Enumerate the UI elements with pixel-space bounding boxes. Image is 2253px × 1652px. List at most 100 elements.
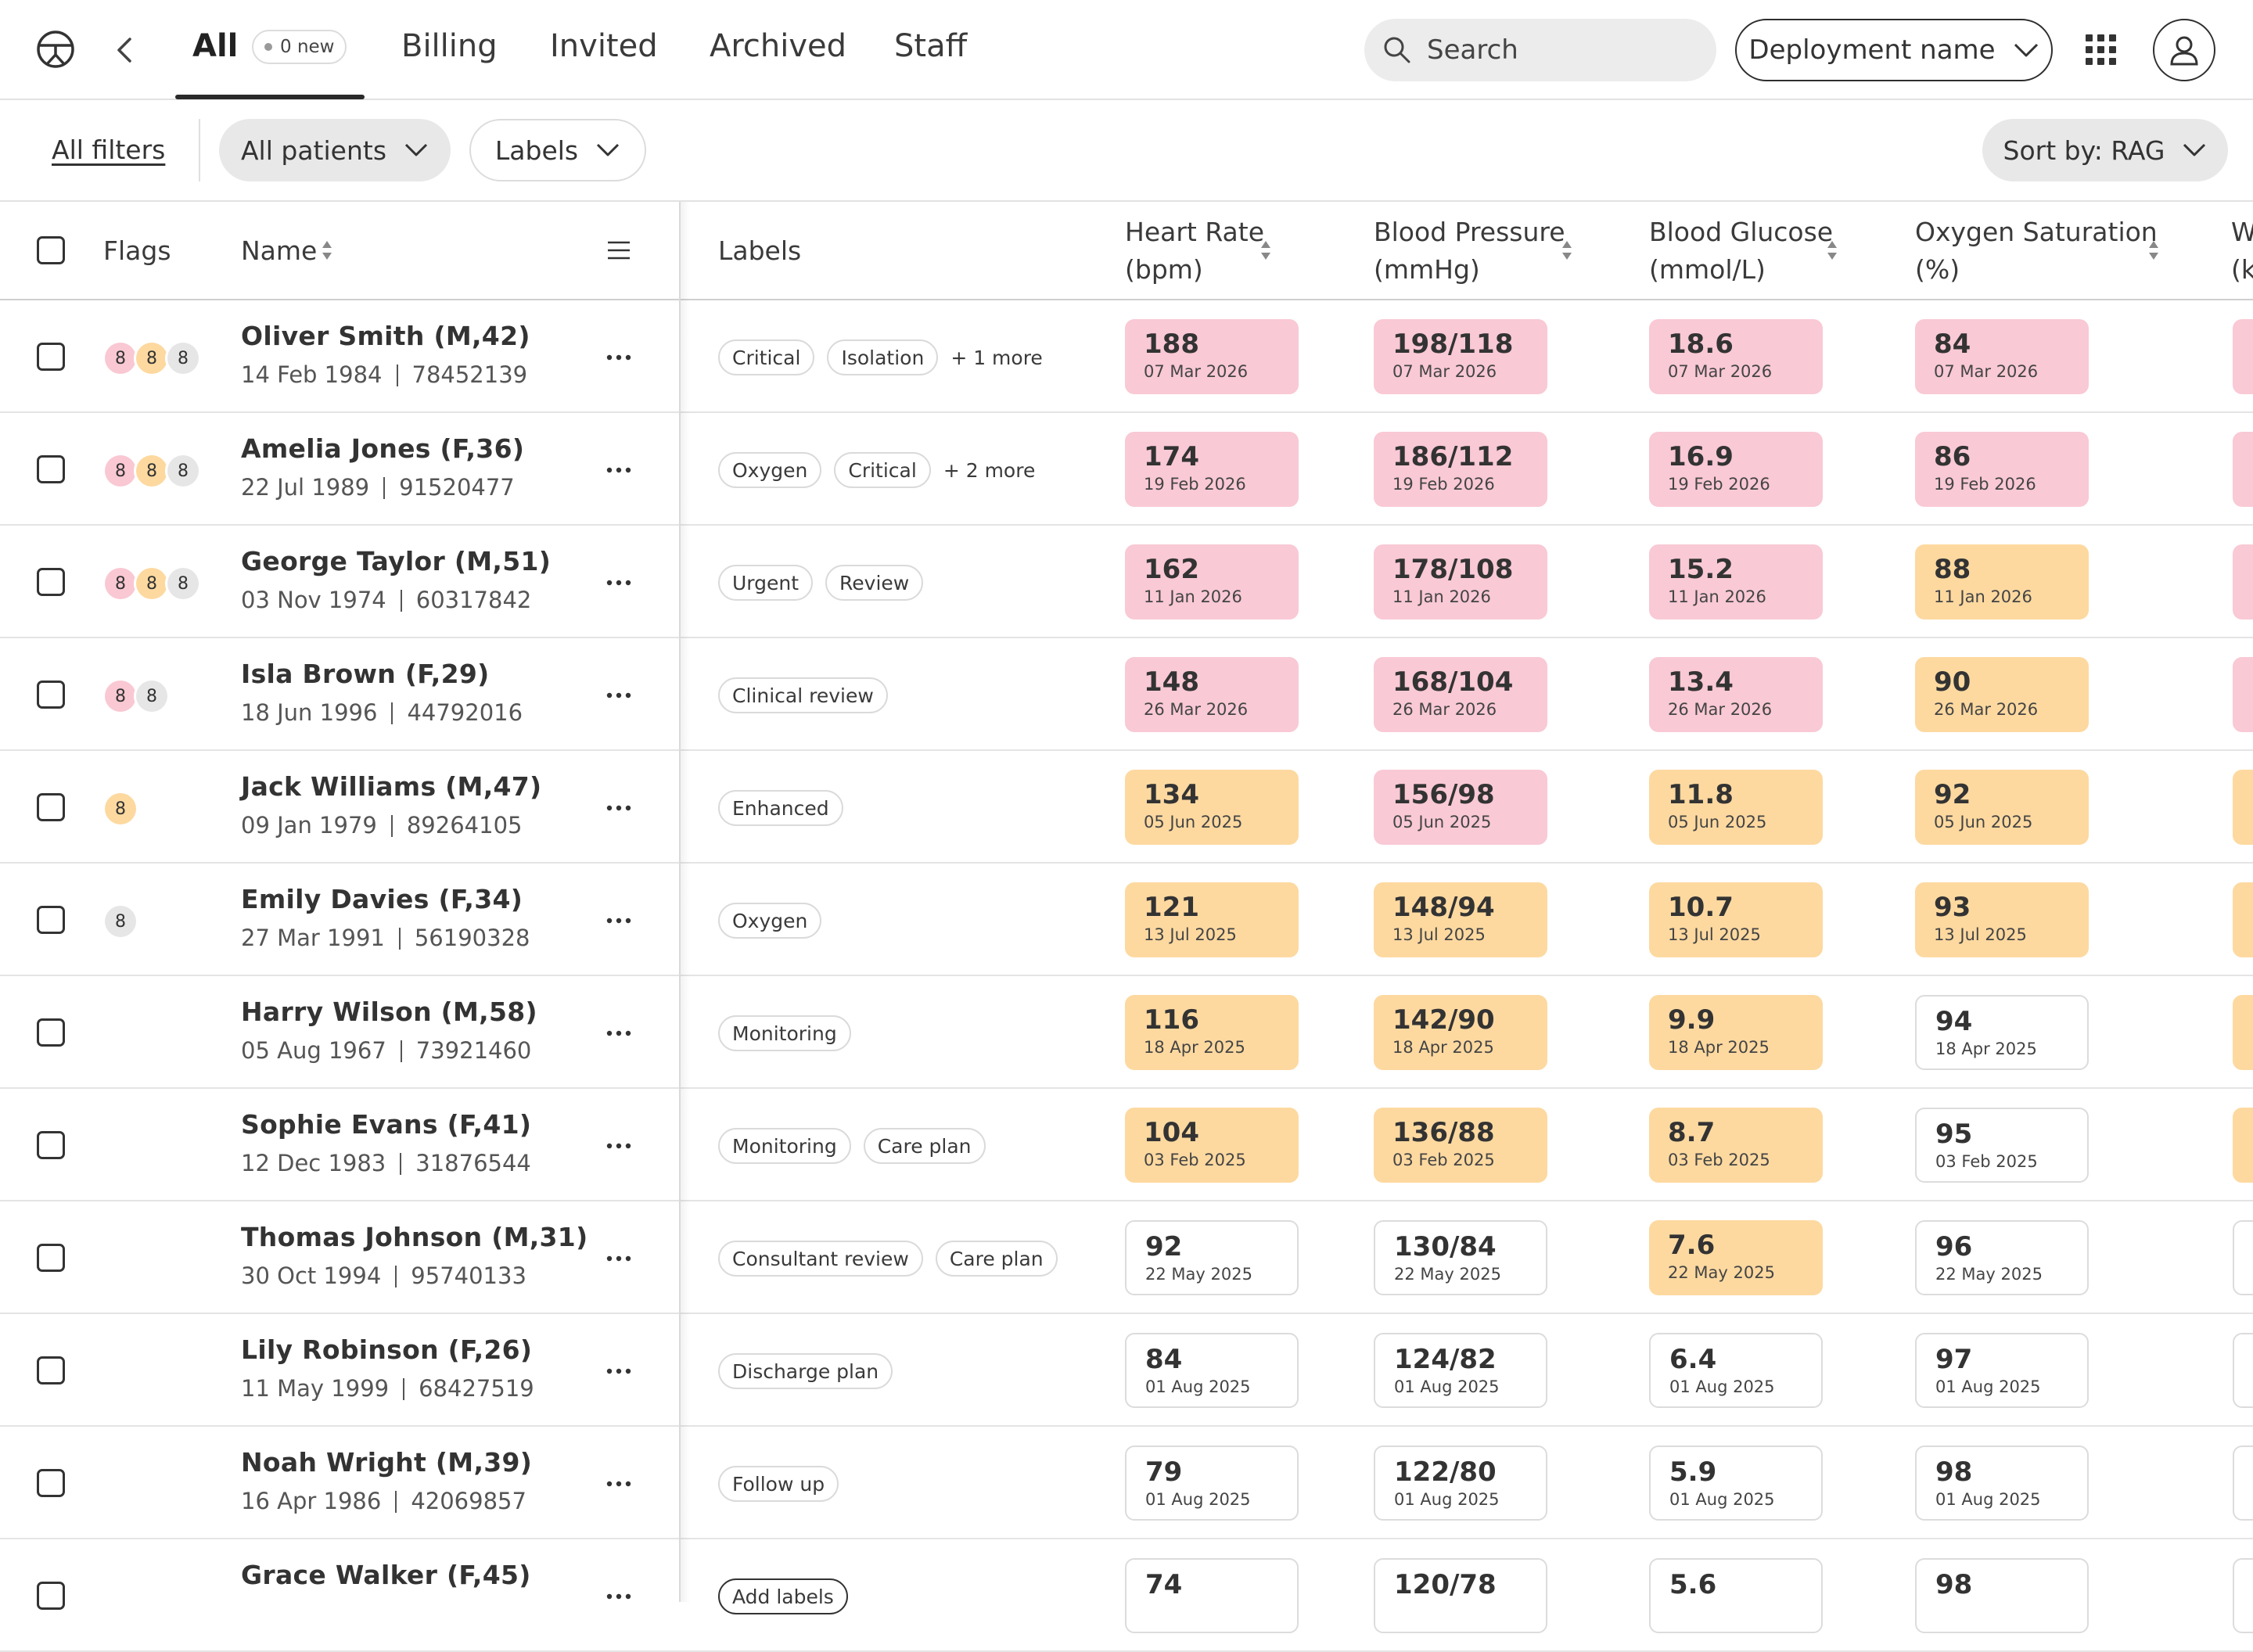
heart-rate-reading[interactable]: 134 05 Jun 2025 bbox=[1125, 770, 1299, 845]
row-select-checkbox[interactable] bbox=[37, 1131, 65, 1159]
row-more-options-icon[interactable] bbox=[605, 1472, 632, 1496]
blood-pressure-reading[interactable]: 120/78 bbox=[1374, 1558, 1547, 1633]
blood-pressure-column-header[interactable]: Blood Pressure (mmHg) bbox=[1374, 214, 1565, 289]
blood-pressure-reading[interactable]: 130/84 22 May 2025 bbox=[1374, 1220, 1547, 1295]
heart-rate-reading[interactable]: 79 01 Aug 2025 bbox=[1125, 1446, 1299, 1521]
oxygen-saturation-reading[interactable]: 96 22 May 2025 bbox=[1915, 1220, 2089, 1295]
sort-icon[interactable] bbox=[2148, 239, 2159, 261]
row-more-options-icon[interactable] bbox=[605, 1022, 632, 1045]
row-more-options-icon[interactable] bbox=[605, 909, 632, 932]
heart-rate-reading[interactable]: 74 bbox=[1125, 1558, 1299, 1633]
table-row[interactable]: Noah Wright (M,39) 16 Apr 1986 42069857 Fol… bbox=[0, 1427, 2253, 1539]
heart-rate-reading[interactable]: 84 01 Aug 2025 bbox=[1125, 1333, 1299, 1408]
row-select-checkbox[interactable] bbox=[37, 1244, 65, 1272]
weight-reading-partial[interactable] bbox=[2233, 995, 2253, 1070]
sort-icon[interactable] bbox=[322, 239, 332, 261]
flag-badge[interactable]: 8 bbox=[136, 343, 167, 374]
weight-reading-partial[interactable] bbox=[2233, 882, 2253, 957]
oxygen-saturation-reading[interactable]: 90 26 Mar 2026 bbox=[1915, 657, 2089, 732]
heart-rate-reading[interactable]: 121 13 Jul 2025 bbox=[1125, 882, 1299, 957]
table-row[interactable]: 8 8 8 Amelia Jones (F,36) 22 Jul 1989 9152047… bbox=[0, 413, 2253, 526]
oxygen-saturation-reading[interactable]: 95 03 Feb 2025 bbox=[1915, 1108, 2089, 1183]
weight-reading-partial[interactable] bbox=[2233, 1108, 2253, 1183]
oxygen-saturation-reading[interactable]: 97 01 Aug 2025 bbox=[1915, 1333, 2089, 1408]
patient-name[interactable]: Sophie Evans (F,41) bbox=[241, 1109, 532, 1140]
blood-pressure-reading[interactable]: 136/88 03 Feb 2025 bbox=[1374, 1108, 1547, 1183]
app-logo-icon[interactable] bbox=[36, 30, 75, 69]
patient-name[interactable]: George Taylor (M,51) bbox=[241, 546, 552, 576]
blood-pressure-reading[interactable]: 198/118 07 Mar 2026 bbox=[1374, 319, 1547, 394]
flag-badge[interactable]: 8 bbox=[167, 455, 199, 487]
weight-column-header-partial[interactable]: W (k bbox=[2231, 214, 2253, 289]
blood-glucose-column-header[interactable]: Blood Glucose (mmol/L) bbox=[1649, 214, 1833, 289]
add-labels-button[interactable]: Add labels bbox=[718, 1578, 848, 1614]
table-row[interactable]: 8 8 8 Oliver Smith (M,42) 14 Feb 1984 7845213… bbox=[0, 300, 2253, 413]
patient-name[interactable]: Emily Davies (F,34) bbox=[241, 884, 523, 914]
table-row[interactable]: Lily Robinson (F,26) 11 May 1999 68427519 D… bbox=[0, 1314, 2253, 1427]
row-more-options-icon[interactable] bbox=[605, 1247, 632, 1270]
flag-badge[interactable]: 8 bbox=[105, 343, 136, 374]
row-more-options-icon[interactable] bbox=[605, 571, 632, 594]
weight-reading-partial[interactable] bbox=[2233, 770, 2253, 845]
flag-badge[interactable]: 8 bbox=[136, 568, 167, 599]
blood-glucose-reading[interactable]: 10.7 13 Jul 2025 bbox=[1649, 882, 1823, 957]
oxygen-saturation-reading[interactable]: 84 07 Mar 2026 bbox=[1915, 319, 2089, 394]
oxygen-saturation-reading[interactable]: 88 11 Jan 2026 bbox=[1915, 544, 2089, 620]
label-chip[interactable]: Isolation bbox=[827, 339, 939, 375]
weight-reading-partial[interactable] bbox=[2233, 1446, 2253, 1521]
sort-icon[interactable] bbox=[1827, 239, 1838, 261]
deployment-dropdown[interactable]: Deployment name bbox=[1735, 19, 2053, 81]
patient-name[interactable]: Jack Williams (M,47) bbox=[241, 771, 542, 802]
oxygen-saturation-reading[interactable]: 93 13 Jul 2025 bbox=[1915, 882, 2089, 957]
heart-rate-reading[interactable]: 104 03 Feb 2025 bbox=[1125, 1108, 1299, 1183]
oxygen-saturation-column-header[interactable]: Oxygen Saturation (%) bbox=[1915, 214, 2158, 289]
flag-badge[interactable]: 8 bbox=[136, 681, 167, 712]
flag-badge[interactable]: 8 bbox=[105, 568, 136, 599]
table-row[interactable]: Thomas Johnson (M,31) 30 Oct 1994 95740133… bbox=[0, 1201, 2253, 1314]
blood-glucose-reading[interactable]: 16.9 19 Feb 2026 bbox=[1649, 432, 1823, 507]
column-menu-icon[interactable] bbox=[607, 239, 631, 261]
flag-badge[interactable]: 8 bbox=[105, 681, 136, 712]
row-select-checkbox[interactable] bbox=[37, 1582, 65, 1610]
heart-rate-reading[interactable]: 148 26 Mar 2026 bbox=[1125, 657, 1299, 732]
blood-pressure-reading[interactable]: 186/112 19 Feb 2026 bbox=[1374, 432, 1547, 507]
patient-name[interactable]: Amelia Jones (F,36) bbox=[241, 433, 525, 464]
patient-name[interactable]: Oliver Smith (M,42) bbox=[241, 321, 530, 351]
blood-pressure-reading[interactable]: 168/104 26 Mar 2026 bbox=[1374, 657, 1547, 732]
flag-badge[interactable]: 8 bbox=[167, 568, 199, 599]
sort-dropdown[interactable]: Sort by: RAG bbox=[1982, 119, 2228, 181]
heart-rate-reading[interactable]: 116 18 Apr 2025 bbox=[1125, 995, 1299, 1070]
heart-rate-reading[interactable]: 92 22 May 2025 bbox=[1125, 1220, 1299, 1295]
tab-billing[interactable]: Billing bbox=[401, 28, 498, 64]
blood-glucose-reading[interactable]: 15.2 11 Jan 2026 bbox=[1649, 544, 1823, 620]
patient-name[interactable]: Lily Robinson (F,26) bbox=[241, 1334, 533, 1365]
row-select-checkbox[interactable] bbox=[37, 455, 65, 483]
oxygen-saturation-reading[interactable]: 98 bbox=[1915, 1558, 2089, 1633]
sort-icon[interactable] bbox=[1561, 239, 1572, 261]
row-select-checkbox[interactable] bbox=[37, 343, 65, 371]
back-chevron-icon[interactable] bbox=[110, 34, 141, 66]
search-input[interactable]: Search bbox=[1364, 19, 1716, 81]
oxygen-saturation-reading[interactable]: 94 18 Apr 2025 bbox=[1915, 995, 2089, 1070]
label-chip[interactable]: Critical bbox=[718, 339, 815, 375]
select-all-checkbox[interactable] bbox=[37, 236, 65, 264]
weight-reading-partial[interactable] bbox=[2233, 1558, 2253, 1633]
heart-rate-reading[interactable]: 188 07 Mar 2026 bbox=[1125, 319, 1299, 394]
table-row[interactable]: Grace Walker (F,45) Add labels 74 120/78 … bbox=[0, 1539, 2253, 1652]
sort-icon[interactable] bbox=[1260, 239, 1271, 261]
flag-badge[interactable]: 8 bbox=[136, 455, 167, 487]
heart-rate-reading[interactable]: 174 19 Feb 2026 bbox=[1125, 432, 1299, 507]
label-chip[interactable]: Consultant review bbox=[718, 1241, 923, 1277]
label-chip[interactable]: Clinical review bbox=[718, 677, 888, 713]
blood-pressure-reading[interactable]: 142/90 18 Apr 2025 bbox=[1374, 995, 1547, 1070]
label-chip[interactable]: Monitoring bbox=[718, 1128, 851, 1164]
more-labels-link[interactable]: + 2 more bbox=[943, 458, 1036, 482]
blood-glucose-reading[interactable]: 6.4 01 Aug 2025 bbox=[1649, 1333, 1823, 1408]
table-row[interactable]: 8 8 Isla Brown (F,29) 18 Jun 1996 44792016 Cl… bbox=[0, 638, 2253, 751]
label-chip[interactable]: Discharge plan bbox=[718, 1353, 893, 1389]
all-filters-link[interactable]: All filters bbox=[52, 135, 166, 165]
blood-glucose-reading[interactable]: 5.9 01 Aug 2025 bbox=[1649, 1446, 1823, 1521]
row-select-checkbox[interactable] bbox=[37, 1356, 65, 1384]
weight-reading-partial[interactable] bbox=[2233, 1333, 2253, 1408]
row-more-options-icon[interactable] bbox=[605, 346, 632, 369]
